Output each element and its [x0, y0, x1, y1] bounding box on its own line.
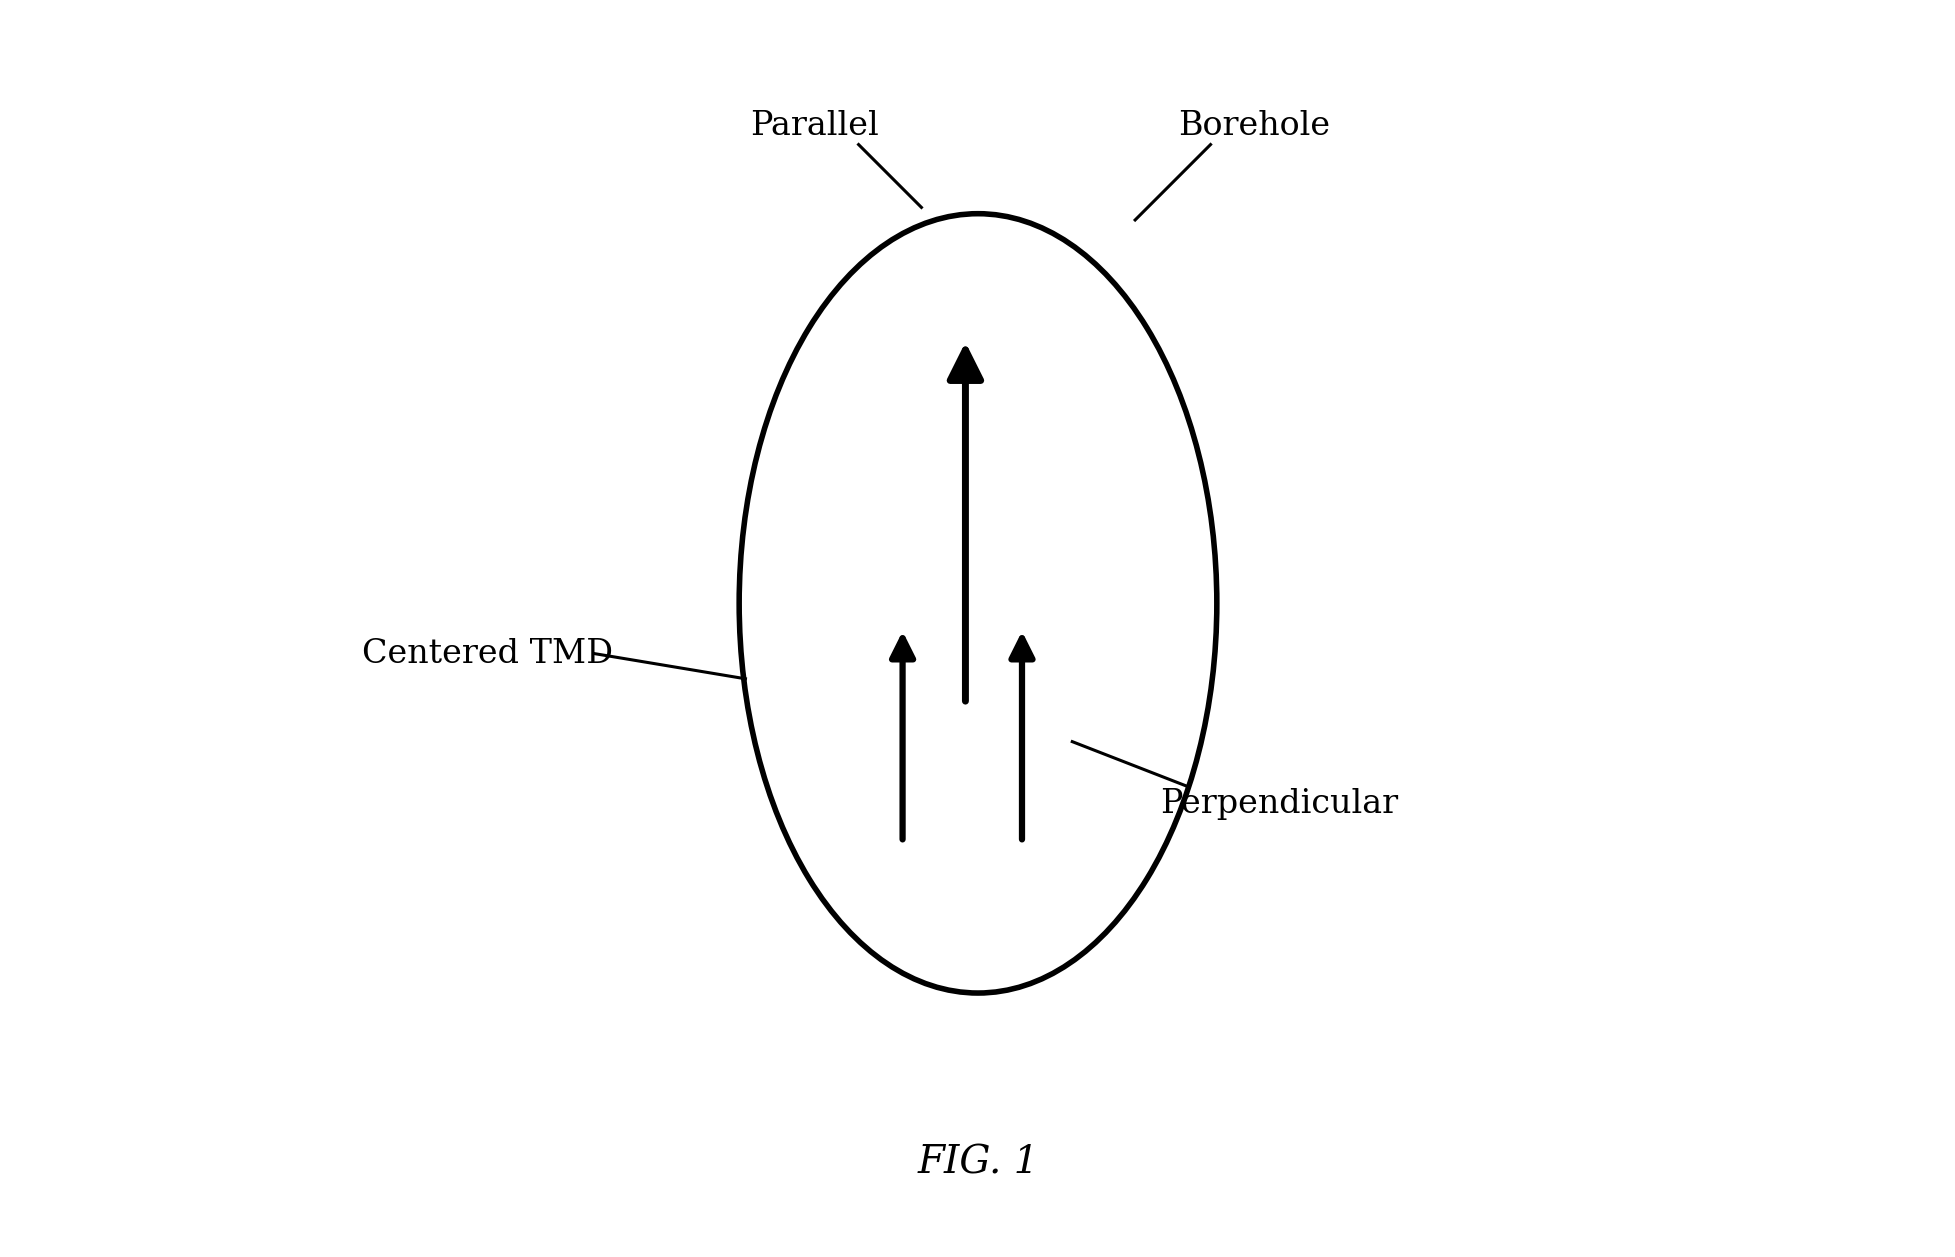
Text: Parallel: Parallel: [751, 109, 878, 142]
Text: Perpendicular: Perpendicular: [1159, 788, 1398, 821]
Text: Borehole: Borehole: [1177, 109, 1329, 142]
Text: FIG. 1: FIG. 1: [917, 1144, 1038, 1182]
Text: Centered TMD: Centered TMD: [362, 637, 614, 670]
